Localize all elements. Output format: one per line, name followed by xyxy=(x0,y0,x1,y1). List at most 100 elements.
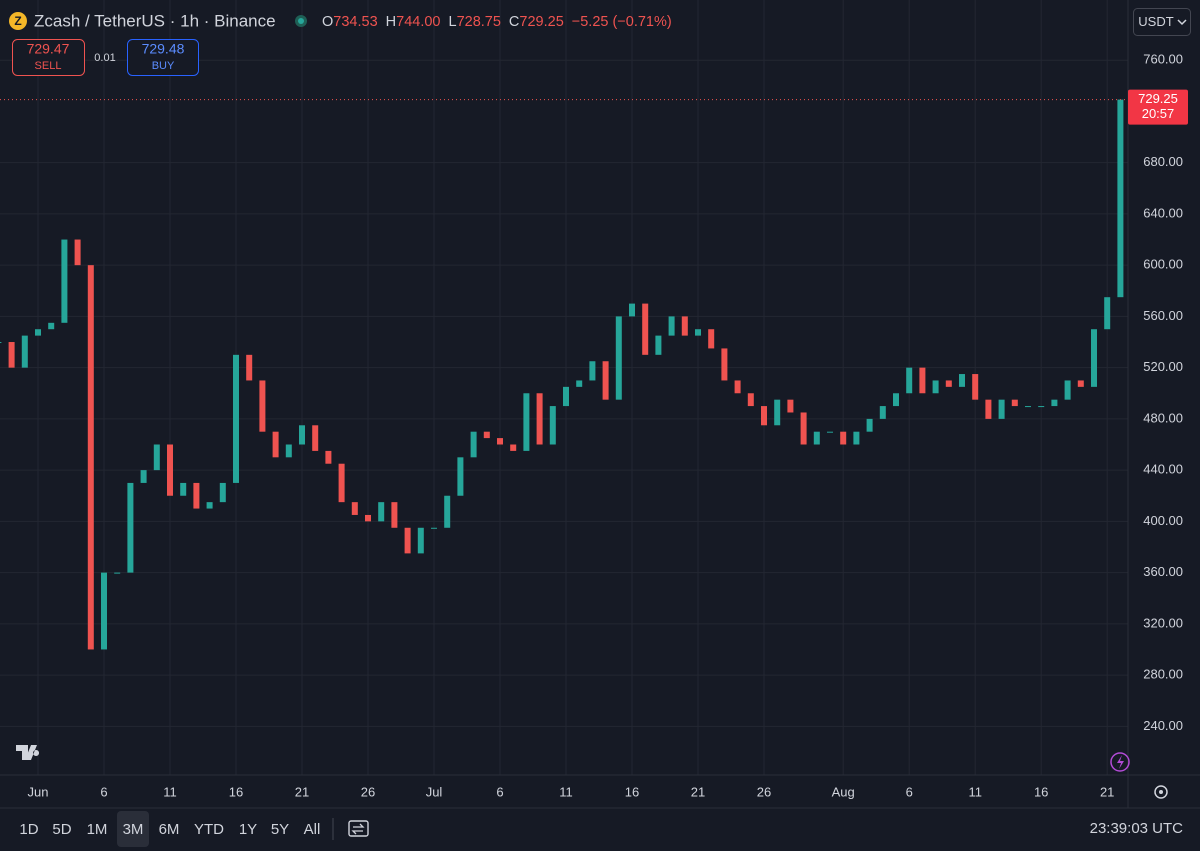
candle xyxy=(510,444,517,451)
candle xyxy=(61,239,68,323)
price-badge xyxy=(1128,89,1188,125)
grid xyxy=(0,0,1128,775)
x-tick-label: 16 xyxy=(229,784,243,799)
candle xyxy=(589,361,596,381)
sell-label: SELL xyxy=(35,60,62,72)
candle xyxy=(800,412,807,445)
candle xyxy=(1117,99,1124,298)
y-tick-label: 240.00 xyxy=(1143,718,1183,733)
candle xyxy=(365,514,371,522)
y-tick-label: 280.00 xyxy=(1143,667,1183,682)
chevron xyxy=(1177,19,1187,26)
candle xyxy=(668,316,675,336)
candle xyxy=(629,303,635,317)
candle xyxy=(879,406,886,419)
candle xyxy=(246,354,253,381)
x-tick-label: 26 xyxy=(757,784,771,799)
candle xyxy=(180,482,187,496)
range-button[interactable]: 5Y xyxy=(271,821,289,838)
ohlc-label: L xyxy=(448,14,456,30)
clock: 23:39:03 UTC xyxy=(1090,820,1184,837)
compare-icon[interactable] xyxy=(348,820,369,837)
range-button[interactable]: All xyxy=(304,821,321,838)
candle xyxy=(602,361,609,400)
candle xyxy=(325,450,332,464)
x-tick-label: 16 xyxy=(1034,784,1048,799)
candle xyxy=(813,431,820,445)
range-button[interactable]: 6M xyxy=(159,821,180,838)
x-tick-label: Jun xyxy=(28,784,49,799)
y-tick-label: 760.00 xyxy=(1143,52,1183,67)
buy-price: 729.48 xyxy=(142,41,185,57)
candle xyxy=(721,348,728,381)
x-tick-label: 16 xyxy=(625,784,639,799)
range-button[interactable]: 1Y xyxy=(239,821,257,838)
x-tick-label: 26 xyxy=(361,784,375,799)
y-tick-label: 480.00 xyxy=(1143,410,1183,425)
y-tick-label: 600.00 xyxy=(1143,257,1183,272)
tv-logo xyxy=(16,745,40,760)
candle xyxy=(351,502,358,515)
candle xyxy=(972,374,979,400)
buy-button[interactable] xyxy=(127,39,199,76)
y-tick-label: 360.00 xyxy=(1143,564,1183,579)
candle xyxy=(1091,329,1097,387)
candle xyxy=(444,495,451,528)
candle xyxy=(919,367,926,394)
sell-button[interactable] xyxy=(12,39,85,76)
candle xyxy=(840,431,847,445)
candle xyxy=(695,329,701,336)
candle xyxy=(219,482,226,503)
x-tick-label: 11 xyxy=(968,784,982,799)
y-tick-label: 640.00 xyxy=(1143,205,1183,220)
range-button[interactable]: 1D xyxy=(19,821,38,838)
coin-glyph: Z xyxy=(14,14,21,28)
settings-core xyxy=(1159,790,1163,794)
candle xyxy=(998,399,1005,419)
currency-button[interactable] xyxy=(1133,8,1191,36)
candle xyxy=(615,316,622,400)
candle xyxy=(945,380,952,387)
candle xyxy=(378,502,385,522)
ohlc-change: −5.25 (−0.71%) xyxy=(572,14,672,30)
candle xyxy=(299,425,305,445)
candle xyxy=(404,527,411,554)
candle xyxy=(523,393,530,451)
candle xyxy=(747,393,754,407)
symbol-title: Zcash / TetherUS · 1h · Binance xyxy=(34,11,276,30)
candle xyxy=(549,406,556,445)
countdown: 20:57 xyxy=(1142,106,1175,121)
range-button[interactable]: 1M xyxy=(87,821,108,838)
candle xyxy=(206,502,213,509)
ohlc-label: C xyxy=(509,14,519,30)
candle xyxy=(1064,380,1071,400)
ohlc-value: 734.53 xyxy=(333,14,377,30)
coin-icon xyxy=(9,12,27,30)
candle xyxy=(866,418,873,432)
candle xyxy=(483,431,490,439)
range-button[interactable]: 5D xyxy=(52,821,71,838)
candle xyxy=(417,527,424,554)
compare-glyph xyxy=(351,823,365,835)
candle xyxy=(233,354,239,483)
toolbar: 1D 5D 1M 3M 6M YTD 1Y 5Y All xyxy=(19,811,320,847)
ohlc-label: O xyxy=(322,14,333,30)
lightning-icon[interactable] xyxy=(1110,752,1130,772)
range-button[interactable]: 3M xyxy=(123,821,144,838)
candle xyxy=(827,431,833,433)
ohlc-value: 729.25 xyxy=(519,14,563,30)
candle xyxy=(497,438,503,445)
y-tick-label: 400.00 xyxy=(1143,513,1183,528)
candle xyxy=(74,239,81,266)
candle xyxy=(576,380,583,387)
candle xyxy=(774,399,781,426)
settings-icon[interactable] xyxy=(1154,785,1168,799)
candle xyxy=(87,265,94,650)
range-button[interactable]: YTD xyxy=(194,821,224,838)
x-tick-label: 21 xyxy=(1100,784,1114,799)
y-tick-label: 680.00 xyxy=(1143,154,1183,169)
x-tick-label: 6 xyxy=(496,784,503,799)
x-tick-label: Jul xyxy=(426,784,443,799)
x-tick-label: 11 xyxy=(559,784,573,799)
spread: 0.01 xyxy=(94,52,115,64)
